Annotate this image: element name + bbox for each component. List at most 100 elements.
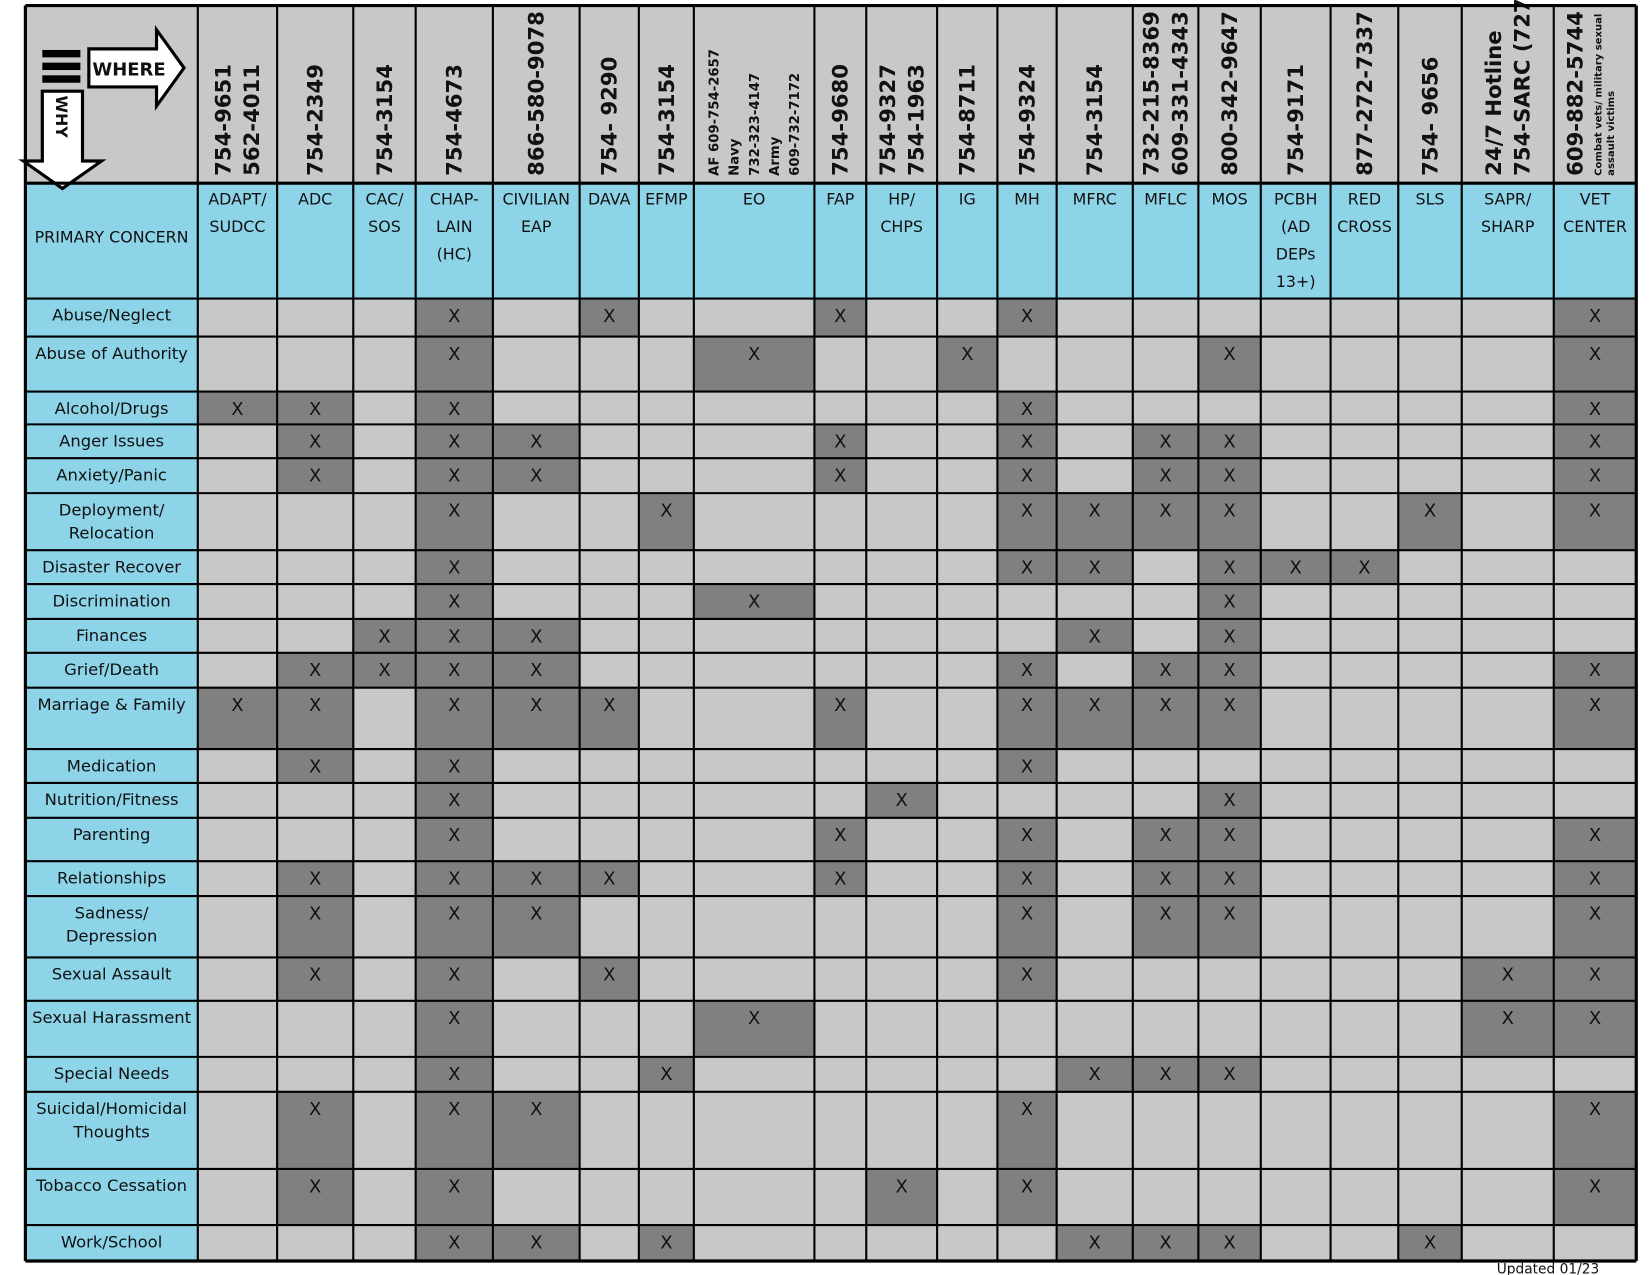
- cell: [1330, 1168, 1399, 1226]
- agency-name: MH: [1014, 189, 1040, 208]
- cell: [197, 493, 278, 551]
- cell: [1553, 861, 1637, 897]
- agency-name: LAIN: [436, 217, 473, 236]
- cell: [353, 298, 416, 337]
- cell: [814, 584, 867, 619]
- cell: [866, 749, 938, 783]
- cell: [1056, 817, 1133, 862]
- cell: [492, 817, 580, 862]
- cell: [1260, 458, 1331, 494]
- cell: [277, 1056, 354, 1092]
- phone-number: assault victims: [1606, 91, 1617, 176]
- cell: [1260, 584, 1331, 619]
- cell: [353, 1000, 416, 1057]
- cell: [1553, 749, 1637, 783]
- cell-mark: X: [1223, 868, 1235, 889]
- cell: [1330, 687, 1399, 750]
- cell: [277, 1000, 354, 1057]
- cell: [814, 687, 867, 750]
- phone-number: Navy: [728, 138, 743, 176]
- cell: [492, 861, 580, 897]
- cell: [1198, 618, 1261, 653]
- agency-name: (AD: [1281, 217, 1310, 236]
- cell: [866, 1225, 938, 1262]
- cell: [277, 687, 354, 750]
- cell: [1260, 687, 1331, 750]
- cell: [693, 896, 815, 958]
- cell: [277, 493, 354, 551]
- cell-mark: X: [1021, 558, 1033, 579]
- cell: [1553, 424, 1637, 459]
- cell: [693, 618, 815, 653]
- cell-mark: X: [530, 903, 542, 924]
- cell: [638, 458, 694, 494]
- cell: [1260, 957, 1331, 1001]
- phone-number: 754-3154: [654, 64, 679, 176]
- cell: [415, 1056, 493, 1092]
- cell: [937, 652, 998, 688]
- cell: [1330, 749, 1399, 783]
- cell: [1198, 391, 1261, 425]
- cell: [1553, 391, 1637, 425]
- concern-cell: [25, 458, 198, 494]
- agency-name: SHARP: [1481, 217, 1535, 236]
- agency-name: EFMP: [645, 189, 688, 208]
- where-label: WHERE: [92, 59, 165, 80]
- agency-name: ADC: [298, 189, 332, 208]
- agency-name: SOS: [368, 217, 401, 236]
- cell: [997, 1091, 1057, 1169]
- cell: [197, 861, 278, 897]
- cell: [1330, 957, 1399, 1001]
- cell: [1132, 861, 1199, 897]
- cell: [197, 1168, 278, 1226]
- cell: [638, 550, 694, 585]
- cell: [693, 817, 815, 862]
- cell-mark: X: [448, 868, 460, 889]
- cell: [1260, 817, 1331, 862]
- cell: [277, 298, 354, 337]
- cell: [1260, 550, 1331, 585]
- cell: [1260, 749, 1331, 783]
- cell: [353, 336, 416, 392]
- bar-icon: [42, 75, 81, 83]
- cell-mark: X: [378, 626, 390, 647]
- concern-label: Special Needs: [54, 1064, 170, 1083]
- agency-name: SLS: [1416, 189, 1445, 208]
- cell: [997, 652, 1057, 688]
- cell-mark: X: [1502, 965, 1514, 986]
- cell: [1553, 896, 1637, 958]
- cell: [277, 1091, 354, 1169]
- cell: [866, 458, 938, 494]
- cell: [1132, 298, 1199, 337]
- cell: [492, 1225, 580, 1262]
- cell: [1132, 391, 1199, 425]
- cell: [197, 550, 278, 585]
- agency-name: DAVA: [588, 189, 631, 208]
- cell-mark: X: [1223, 344, 1235, 365]
- cell: [1330, 782, 1399, 818]
- agency-name: VET: [1580, 189, 1611, 208]
- concern-cell: [25, 896, 198, 958]
- cell: [1260, 618, 1331, 653]
- cell-mark: X: [1589, 306, 1601, 327]
- why-arrow: [18, 89, 107, 191]
- cell: [814, 782, 867, 818]
- cell: [197, 1056, 278, 1092]
- cell-mark: X: [1159, 868, 1171, 889]
- cell: [814, 817, 867, 862]
- agency-name: CHPS: [880, 217, 923, 236]
- cell-mark: X: [448, 558, 460, 579]
- agency-name: ADAPT/: [208, 189, 267, 208]
- cell: [492, 1000, 580, 1057]
- concern-label: Disaster Recover: [42, 557, 181, 576]
- cell: [1056, 1168, 1133, 1226]
- cell-mark: X: [1159, 660, 1171, 681]
- cell: [579, 749, 639, 783]
- cell-mark: X: [448, 626, 460, 647]
- phone-number: 609-331-4343: [1167, 11, 1192, 176]
- cell: [1056, 458, 1133, 494]
- cell: [197, 584, 278, 619]
- cell: [579, 493, 639, 551]
- cell: [415, 493, 493, 551]
- cell: [1553, 458, 1637, 494]
